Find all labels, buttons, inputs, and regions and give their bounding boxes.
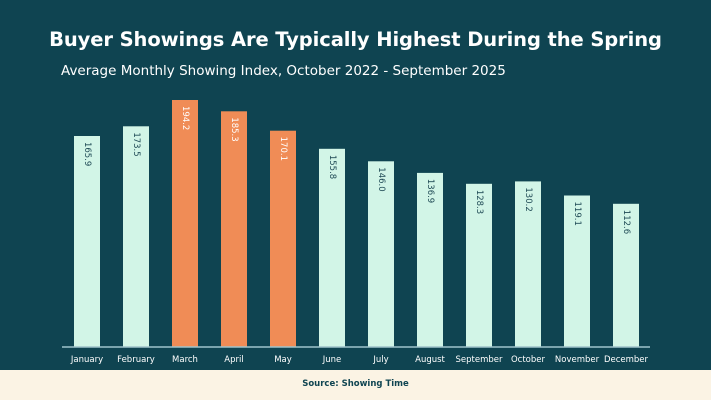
bar-july [368, 161, 394, 347]
x-tick-label-april: April [224, 355, 243, 365]
chart-subtitle: Average Monthly Showing Index, October 2… [61, 63, 506, 79]
footer-band [0, 370, 711, 400]
bars-group: 165.9 173.5 194.2 185.3 170.1 155.8 146.0 136.9… [74, 100, 639, 347]
bar-chart: 165.9 173.5 194.2 185.3 170.1 155.8 146.0 136.9… [62, 100, 650, 365]
value-label-november: 119.1 [572, 202, 582, 226]
chart-panel [0, 0, 711, 370]
x-tick-label-july: July [372, 355, 388, 365]
x-tick-labels: January February March April May June July Augu… [70, 355, 649, 365]
x-tick-label-november: November [555, 355, 600, 365]
x-tick-label-september: September [456, 355, 503, 365]
x-tick-label-august: August [415, 355, 445, 365]
value-label-january: 165.9 [82, 142, 92, 166]
x-tick-label-march: March [172, 355, 198, 365]
x-tick-label-january: January [70, 355, 103, 365]
source-note: Source: Showing Time [302, 379, 409, 389]
value-label-october: 130.2 [523, 187, 533, 211]
x-tick-label-june: June [322, 355, 342, 365]
value-label-september: 128.3 [474, 190, 484, 214]
value-label-july: 146.0 [376, 167, 386, 191]
bar-april [221, 111, 247, 347]
value-label-february: 173.5 [131, 132, 141, 156]
bar-may [270, 130, 296, 347]
value-label-may: 170.1 [278, 137, 288, 161]
bar-october [515, 181, 541, 347]
value-label-december: 112.6 [621, 210, 631, 234]
x-tick-label-october: October [511, 355, 546, 365]
x-tick-label-february: February [117, 355, 155, 365]
bar-february [123, 126, 149, 347]
bar-june [319, 148, 345, 347]
x-tick-label-december: December [604, 355, 649, 365]
bar-march [172, 100, 198, 347]
x-tick-label-may: May [274, 355, 292, 365]
bar-january [74, 136, 100, 347]
value-label-march: 194.2 [180, 106, 190, 130]
value-label-april: 185.3 [229, 117, 239, 141]
bar-august [417, 172, 443, 347]
value-label-june: 155.8 [327, 155, 337, 179]
chart-title: Buyer Showings Are Typically Highest Dur… [49, 28, 662, 51]
bar-september [466, 183, 492, 347]
bar-november [564, 195, 590, 347]
value-label-august: 136.9 [425, 179, 435, 203]
bar-december [613, 203, 639, 347]
